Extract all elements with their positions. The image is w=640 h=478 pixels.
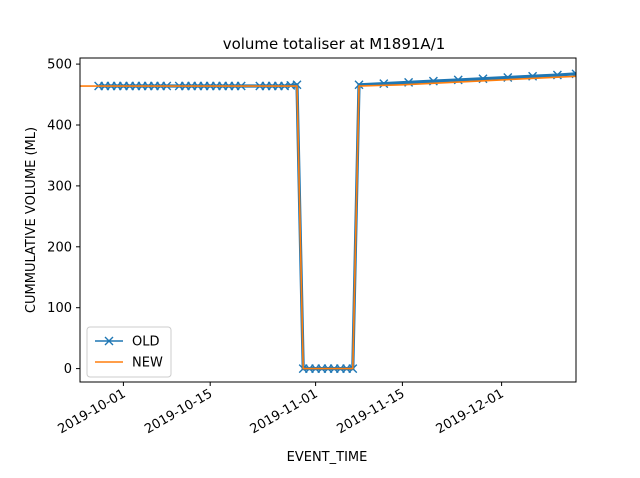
data-point-marker	[292, 80, 302, 90]
series-new	[80, 75, 576, 370]
plot-area	[80, 69, 576, 374]
y-tick-label: 400	[47, 118, 72, 133]
y-tick-label: 300	[47, 179, 72, 194]
data-point-marker	[354, 80, 364, 90]
legend-label: OLD	[132, 335, 160, 350]
data-point-marker	[379, 79, 389, 89]
y-tick-label: 0	[64, 362, 72, 377]
chart-title: volume totaliser at M1891A/1	[223, 35, 446, 53]
legend-label: NEW	[132, 356, 163, 371]
y-tick-label: 500	[47, 58, 72, 73]
y-tick-label: 200	[47, 240, 72, 255]
legend: OLD NEW	[86, 326, 172, 378]
y-tick-label: 100	[47, 301, 72, 316]
legend-item-new: NEW	[95, 356, 163, 371]
y-axis-title: CUMMULATIVE VOLUME (ML)	[24, 127, 39, 313]
y-axis: 0 100 200 300 400 500	[47, 58, 80, 377]
x-axis-title: EVENT_TIME	[287, 450, 368, 465]
axes-frame	[79, 57, 577, 383]
series-new-line	[80, 75, 576, 370]
legend-marker	[104, 336, 114, 346]
legend-item-old: OLD	[95, 335, 160, 350]
axes-border	[79, 57, 577, 383]
